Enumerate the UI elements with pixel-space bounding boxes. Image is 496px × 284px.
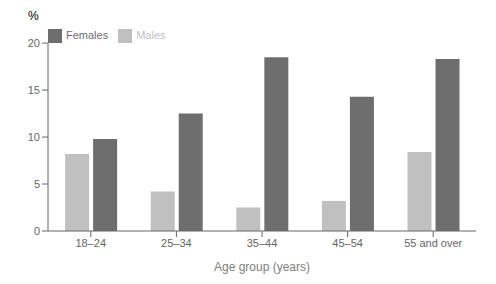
svg-text:Age group (years): Age group (years) — [214, 260, 310, 274]
svg-text:10: 10 — [28, 131, 40, 143]
html-text:Females: Females — [66, 29, 109, 41]
svg-text:18–24: 18–24 — [76, 237, 107, 249]
svg-text:0: 0 — [34, 225, 40, 237]
html-text:Males: Males — [136, 29, 166, 41]
svg-text:35–44: 35–44 — [247, 237, 278, 249]
svg-text:15: 15 — [28, 84, 40, 96]
svg-text:45–54: 45–54 — [332, 237, 363, 249]
svg-text:55 and over: 55 and over — [404, 237, 462, 249]
svg-text:25–34: 25–34 — [161, 237, 192, 249]
svg-text:5: 5 — [34, 178, 40, 190]
svg-text:20: 20 — [28, 37, 40, 49]
